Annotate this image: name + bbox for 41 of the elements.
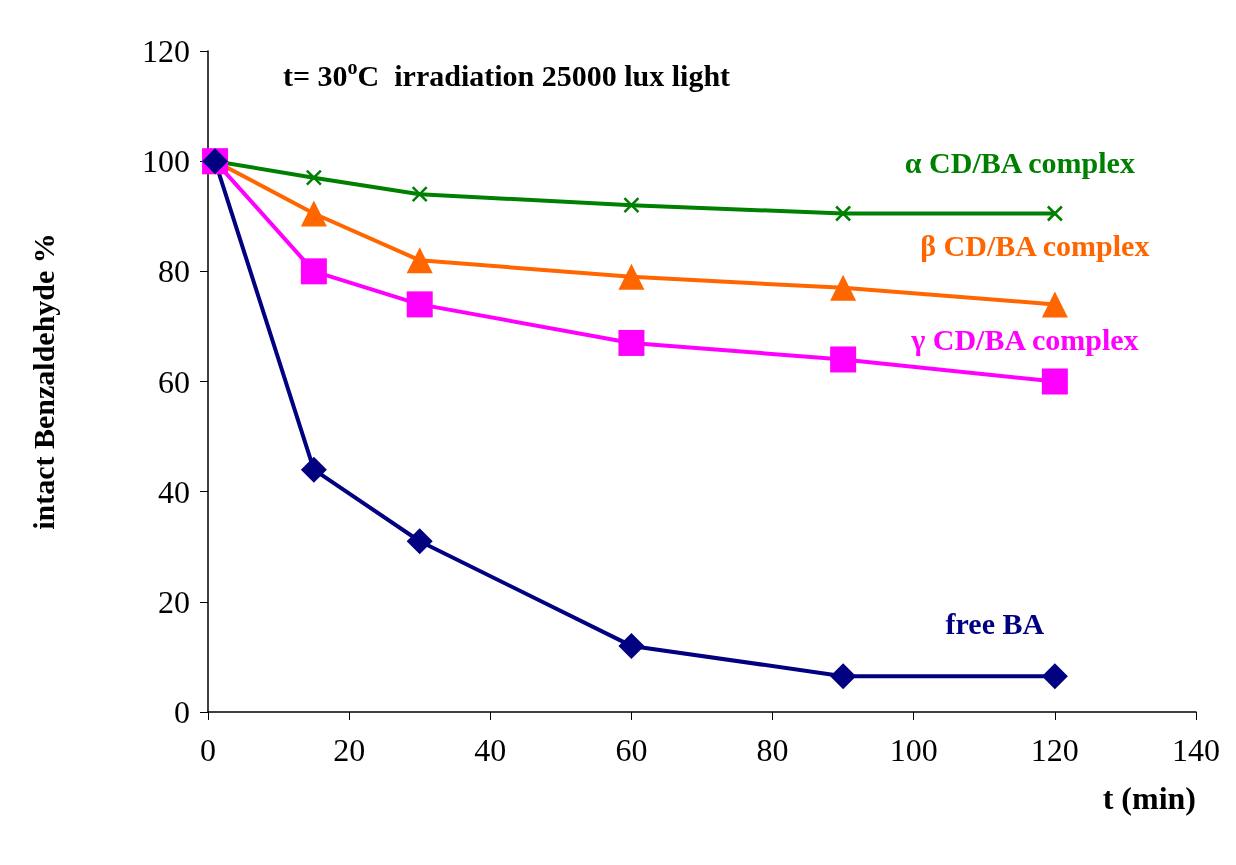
point [1041,368,1068,395]
y-tick-label: 60 [158,363,190,400]
point [300,456,327,483]
x-tick-label: 100 [889,732,938,768]
y-tick-label: 80 [158,253,190,290]
x-tick-label: 120 [1030,732,1079,768]
y-axis-title: intact Benzaldehyde % [26,233,60,530]
point [830,274,857,301]
point [300,200,327,227]
point [618,263,645,290]
point [618,632,645,659]
x-tick-label: 140 [1172,732,1220,768]
point [618,329,645,356]
y-tick-label: 20 [158,583,190,620]
x-tick-label: 40 [474,732,507,768]
point [1046,205,1064,222]
series-label: α CD/BA complex [904,146,1135,179]
series-label: β CD/BA complex [920,228,1150,262]
point [406,247,433,274]
point [305,169,323,186]
point [830,663,857,690]
series-label: γ CD/BA complex [910,323,1139,356]
y-tick-label: 120 [142,33,190,69]
x-axis-title: t (min) [1102,780,1196,816]
x-tick-label: 80 [756,732,789,768]
x-tick-label: 60 [615,732,648,768]
x-tick-label: 0 [200,732,216,768]
point [1041,663,1068,690]
y-tick-label: 0 [174,694,190,730]
x-tick-label: 20 [333,732,366,768]
point [623,196,640,214]
point [406,528,433,555]
point [406,291,433,318]
series-label: free BA [945,606,1045,640]
point [300,258,327,285]
y-tick-label: 100 [142,143,190,180]
point [834,205,852,222]
y-tick-label: 40 [158,473,190,510]
point [830,346,857,373]
point [1041,291,1068,318]
point [411,185,428,203]
